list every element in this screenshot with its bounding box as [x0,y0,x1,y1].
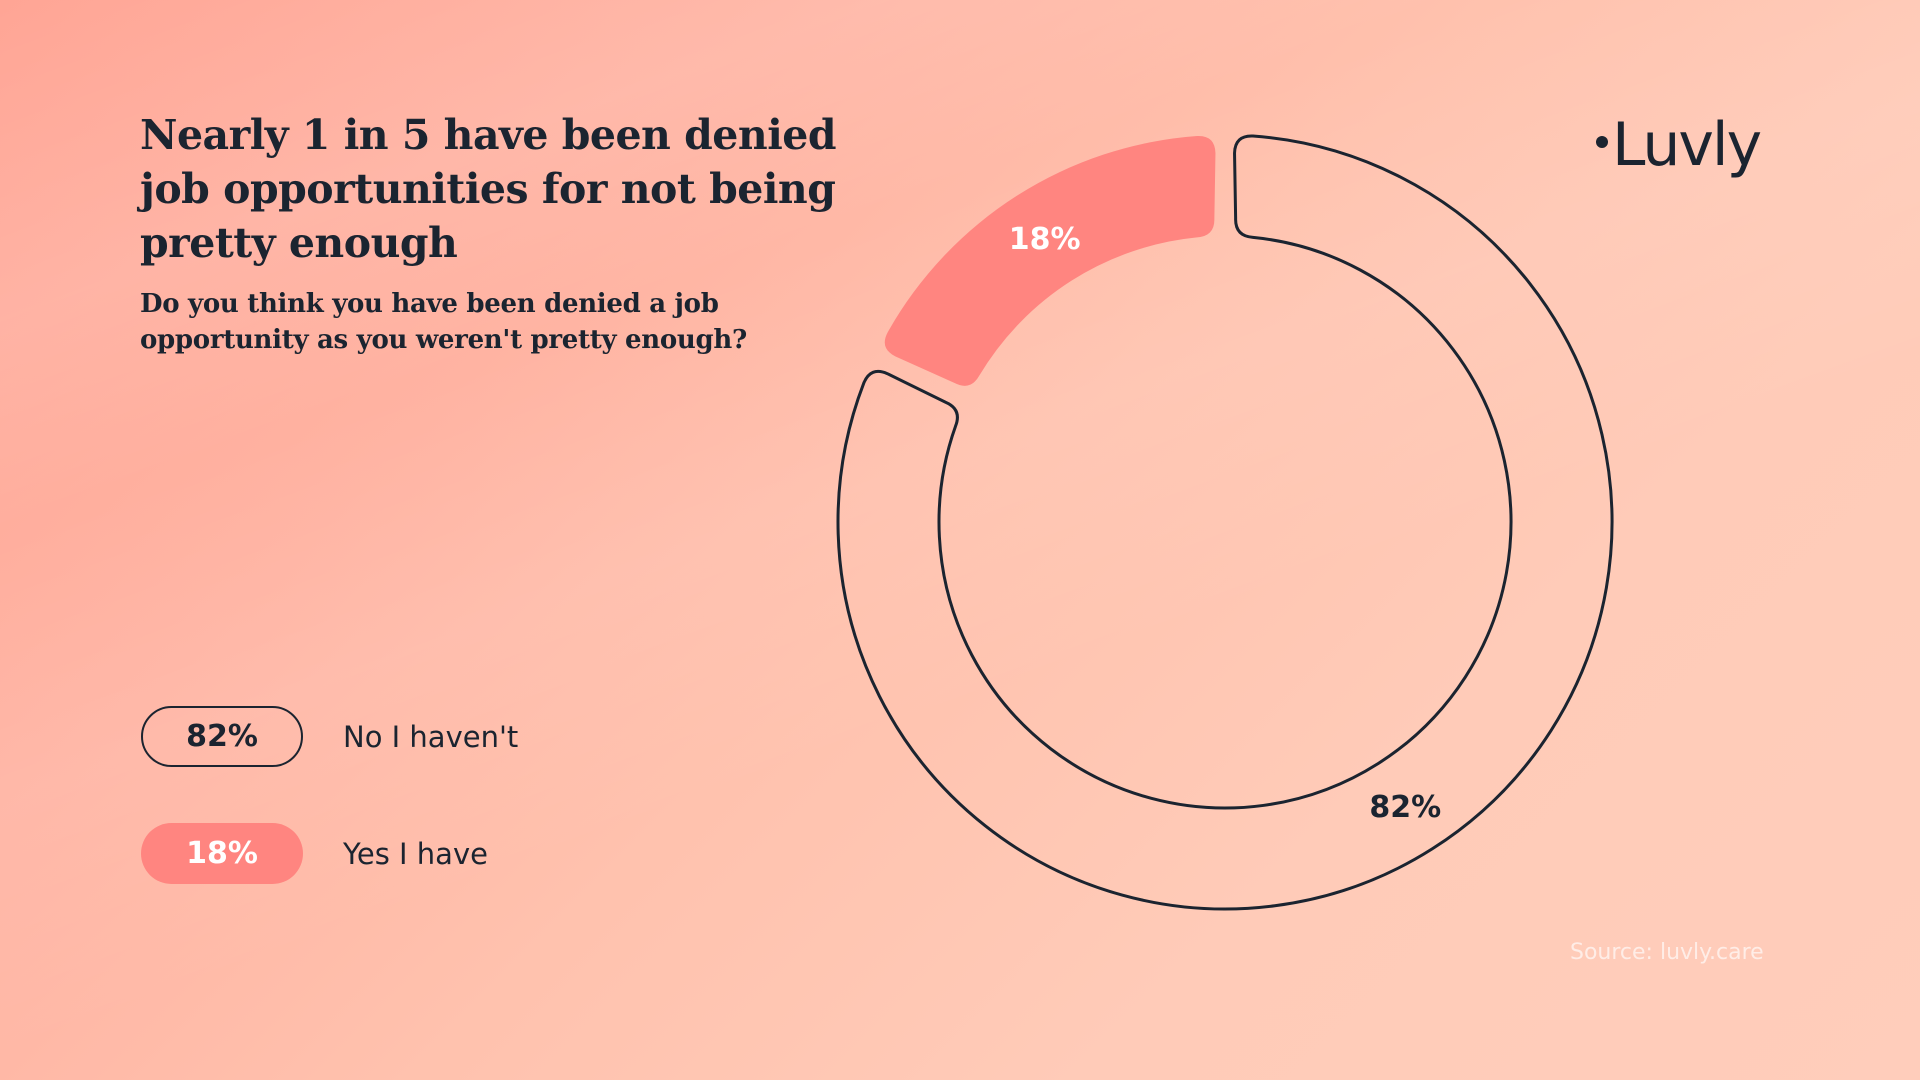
legend-label-no: No I haven't [343,719,519,754]
title-line: pretty enough [140,219,458,267]
legend-pill-yes: 18% [141,823,303,884]
dot-icon [1596,136,1608,149]
chart-title: Nearly 1 in 5 have been denied job oppor… [140,108,860,270]
legend-item-yes: 18% Yes I have [141,823,488,884]
subtitle-line: opportunity as you weren't pretty enough… [140,325,747,355]
source-note: Source: luvly.care [1570,940,1764,965]
subtitle-line: Do you think you have been denied a job [140,289,719,319]
title-line: Nearly 1 in 5 have been denied [140,111,837,159]
chart-subtitle: Do you think you have been denied a job … [140,286,840,358]
legend-pill-no: 82% [141,706,303,767]
legend-label-yes: Yes I have [343,836,488,871]
title-line: job opportunities for not being [140,165,836,213]
donut-data-label-yes: 18% [1009,222,1081,257]
logo-text: Luvly [1612,110,1762,180]
donut-data-label-no: 82% [1369,790,1441,825]
brand-logo: Luvly [1596,110,1762,180]
donut-segment-no [836,134,1614,911]
legend-item-no: 82% No I haven't [141,706,518,767]
donut-segment-yes [884,135,1216,386]
